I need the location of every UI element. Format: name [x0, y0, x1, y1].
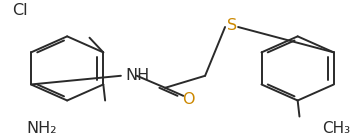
Text: CH₃: CH₃ [322, 121, 350, 136]
Text: O: O [182, 92, 194, 107]
Text: NH₂: NH₂ [26, 121, 57, 136]
Text: S: S [227, 18, 237, 33]
Text: NH: NH [125, 68, 149, 83]
Text: Cl: Cl [12, 3, 28, 18]
